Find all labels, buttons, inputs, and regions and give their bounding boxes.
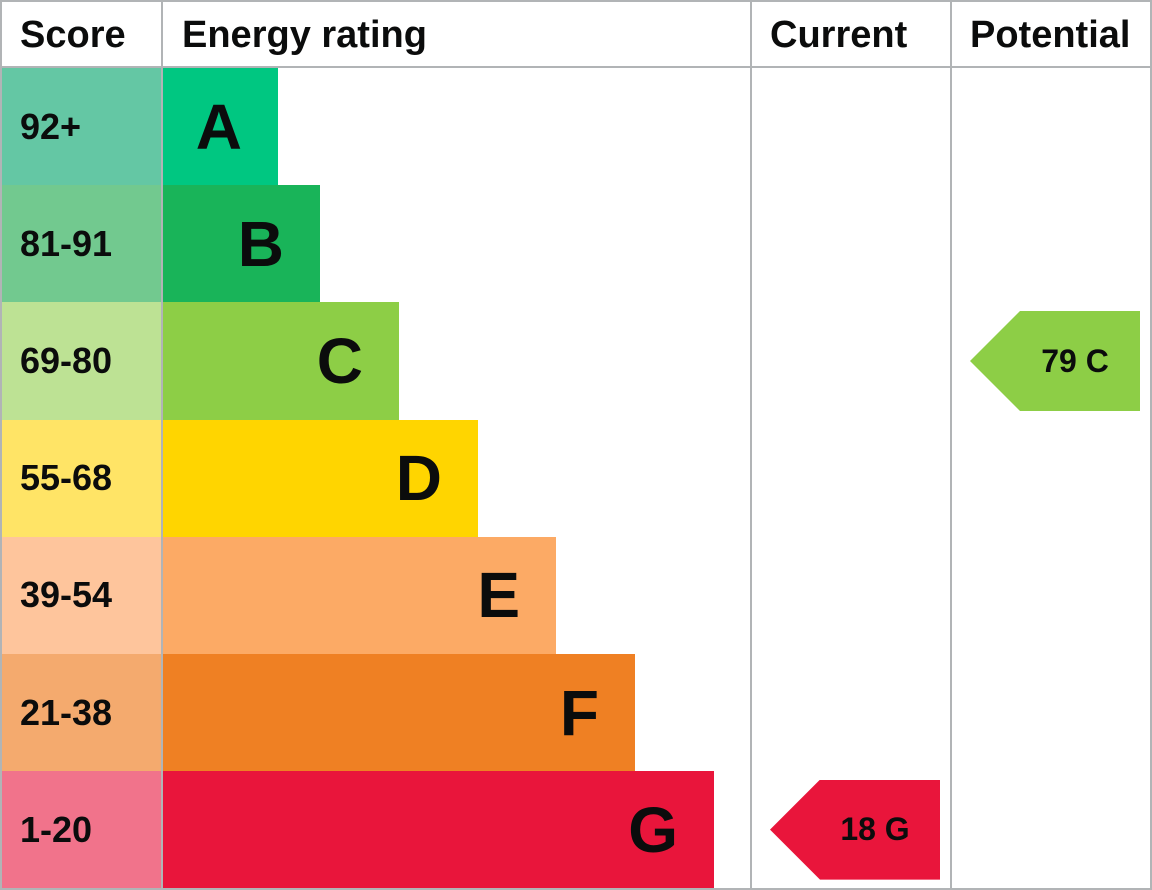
band-letter-f: F (559, 676, 599, 749)
divider-current (750, 0, 752, 890)
band-letter-e: E (477, 559, 520, 632)
score-cell-e: 39-54 (2, 536, 162, 654)
band-c: C (162, 302, 399, 420)
header-potential: Potential (970, 14, 1131, 56)
band-d: D (162, 419, 478, 537)
divider-potential (950, 0, 952, 890)
score-cell-d: 55-68 (2, 419, 162, 537)
current-rating-label: 18 G (840, 811, 910, 848)
header-energy-rating: Energy rating (182, 14, 427, 56)
header-score: Score (20, 14, 126, 56)
band-g: G (162, 771, 714, 888)
header-current: Current (770, 14, 908, 56)
band-letter-g: G (628, 793, 678, 866)
divider-score (161, 0, 163, 890)
band-a: A (162, 68, 278, 186)
band-letter-a: A (195, 90, 242, 163)
score-cell-a: 92+ (2, 68, 162, 186)
score-cell-c: 69-80 (2, 302, 162, 420)
score-cell-b: 81-91 (2, 185, 162, 303)
header-divider (0, 66, 1152, 68)
band-letter-d: D (395, 442, 442, 515)
band-letter-b: B (237, 207, 284, 280)
band-f: F (162, 654, 635, 772)
potential-rating-label: 79 C (1041, 342, 1109, 379)
band-letter-c: C (316, 324, 363, 397)
band-b: B (162, 185, 320, 303)
score-cell-f: 21-38 (2, 654, 162, 772)
score-cell-g: 1-20 (2, 771, 162, 888)
band-e: E (162, 536, 556, 654)
